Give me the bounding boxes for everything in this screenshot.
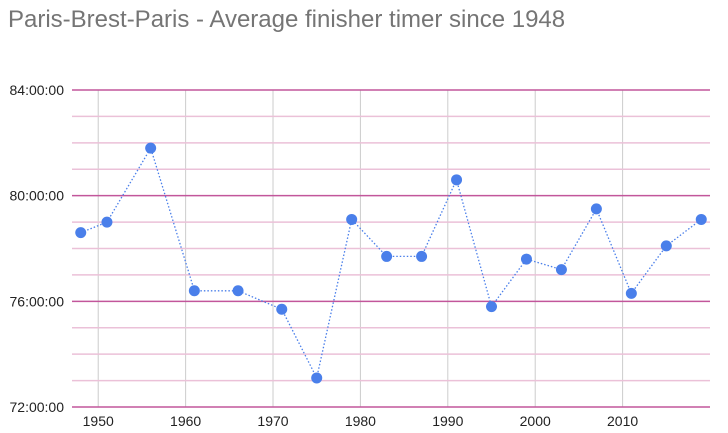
data-point	[451, 174, 463, 186]
data-point	[346, 213, 358, 225]
data-point	[660, 240, 672, 252]
data-point	[695, 213, 707, 225]
data-point	[520, 253, 532, 265]
data-point	[188, 285, 200, 297]
data-point	[590, 203, 602, 215]
x-tick-label: 1960	[170, 413, 201, 429]
series-line	[80, 146, 702, 380]
x-tick-label: 1950	[83, 413, 114, 429]
x-tick-label: 1980	[345, 413, 376, 429]
y-tick-label: 80:00:00	[10, 188, 65, 204]
data-point	[232, 285, 244, 297]
data-point	[416, 250, 428, 262]
data-point	[625, 287, 637, 299]
y-tick-label: 76:00:00	[10, 293, 65, 309]
data-point	[75, 227, 87, 239]
data-point	[311, 372, 323, 384]
data-point	[145, 142, 157, 154]
y-tick-label: 72:00:00	[10, 399, 65, 415]
data-point	[555, 264, 567, 276]
chart-title: Paris-Brest-Paris - Average finisher tim…	[8, 6, 566, 33]
x-tick-label: 1990	[432, 413, 463, 429]
series-layer	[75, 142, 707, 384]
x-tick-label: 1970	[257, 413, 288, 429]
data-point	[101, 216, 113, 228]
y-tick-label: 84:00:00	[10, 82, 65, 98]
x-tick-label: 2010	[607, 413, 638, 429]
y-axis-ticks: 72:00:00 76:00:00 80:00:00 84:00:00	[10, 82, 65, 415]
grid-layer	[72, 89, 710, 408]
x-tick-label: 2000	[520, 413, 551, 429]
x-axis-ticks: 1950 1960 1970 1980 1990 2000 2010	[83, 413, 639, 429]
data-point	[381, 250, 393, 262]
data-point	[276, 303, 288, 315]
data-point	[486, 301, 498, 313]
